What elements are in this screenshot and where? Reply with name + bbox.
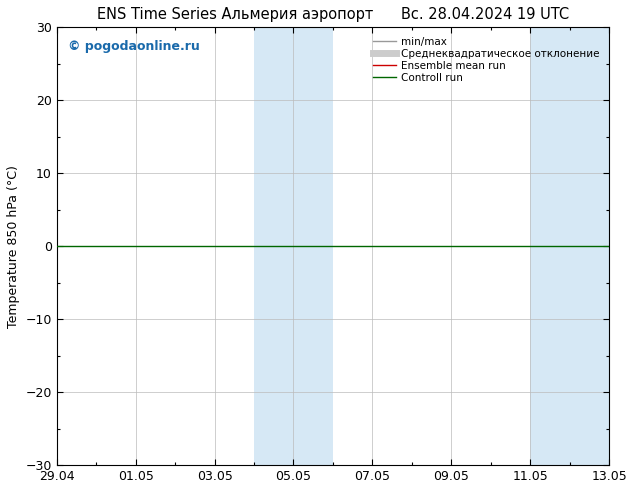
- Y-axis label: Temperature 850 hPa (°C): Temperature 850 hPa (°C): [7, 165, 20, 328]
- Legend: min/max, Среднеквадратическое отклонение, Ensemble mean run, Controll run: min/max, Среднеквадратическое отклонение…: [369, 32, 604, 87]
- Title: ENS Time Series Альмерия аэропорт      Вс. 28.04.2024 19 UTC: ENS Time Series Альмерия аэропорт Вс. 28…: [97, 7, 569, 22]
- Bar: [254, 27, 333, 465]
- Bar: [530, 27, 609, 465]
- Text: © pogodaonline.ru: © pogodaonline.ru: [68, 40, 200, 53]
